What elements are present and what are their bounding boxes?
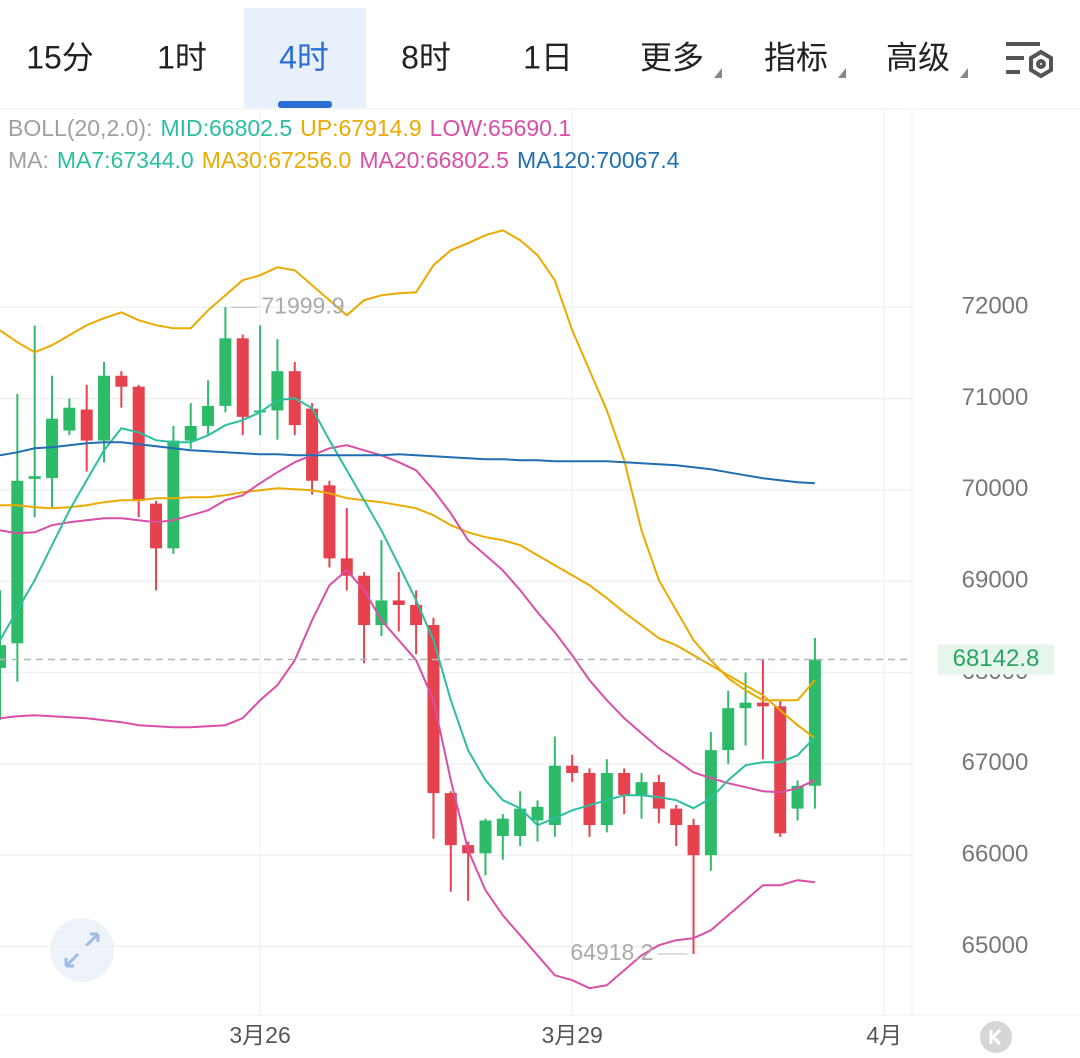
candle-body [427, 625, 440, 794]
candle-body [46, 418, 59, 479]
low-marker-label: 64918.2 [570, 939, 653, 965]
tab[interactable]: 4时 [279, 39, 329, 75]
candle-body [566, 765, 579, 773]
candle-body [774, 706, 787, 834]
y-tick-label: 67000 [962, 749, 1029, 776]
candle-body [340, 558, 353, 576]
y-tick-label: 69000 [962, 567, 1029, 594]
tab[interactable]: 15分 [26, 39, 94, 75]
dropdown-caret [838, 68, 846, 78]
candle-body [808, 659, 821, 786]
candle-body [115, 375, 128, 387]
candle-body [306, 408, 319, 481]
candle-body [444, 793, 457, 846]
indicator-line [0, 568, 816, 990]
indicator-value: LOW:65690.1 [430, 115, 572, 141]
candle-body [63, 407, 76, 431]
candle-body [0, 645, 6, 668]
expand-button[interactable] [50, 918, 114, 982]
indicator-line [0, 441, 815, 485]
candle-body [548, 765, 561, 826]
tab[interactable]: 高级 [886, 39, 950, 75]
y-tick-label: 71000 [962, 384, 1029, 411]
candle-body [11, 480, 24, 644]
x-tick-label: 4月 [866, 1022, 902, 1048]
indicator-line [0, 487, 816, 739]
candle-body [687, 825, 700, 856]
candle-body [236, 338, 249, 417]
candle-body [479, 820, 492, 854]
x-tick-label: 3月26 [229, 1022, 290, 1048]
tab[interactable]: 1日 [523, 39, 573, 75]
indicator-value: MA120:70067.4 [517, 147, 680, 173]
candle-body [756, 702, 769, 707]
candle-body [167, 440, 180, 549]
last-price-box [938, 644, 1054, 675]
indicator-row: MA: MA7:67344.0 MA30:67256.0 MA20:66802.5 MA… [8, 147, 680, 173]
indicator-line [0, 397, 816, 827]
indicator-line [0, 229, 816, 702]
candle-body [618, 772, 631, 795]
candle-body [98, 375, 111, 441]
indicator-value: MA: [8, 147, 49, 173]
indicator-value: MA7:67344.0 [57, 147, 194, 173]
candle-body [739, 702, 752, 709]
indicator-value: BOLL(20,2.0): [8, 115, 152, 141]
tab-bar: 15分 1时 4时 8时 1日 更多 指标 高级 [26, 8, 968, 108]
indicator-value: MID:66802.5 [160, 115, 292, 141]
active-tab-indicator [278, 101, 332, 108]
dropdown-caret [714, 68, 722, 78]
candle-body [28, 476, 41, 479]
candle-body [670, 808, 683, 826]
indicator-line [0, 444, 816, 794]
indicator-value: MA20:66802.5 [359, 147, 509, 173]
candle-body [358, 575, 371, 626]
axes: 6500066000670006800069000700007100072000… [229, 292, 1054, 1048]
candle-body [496, 818, 509, 837]
candle-body [202, 405, 215, 426]
candle-body [635, 782, 648, 795]
candle-body [704, 750, 717, 856]
dropdown-caret [960, 68, 968, 78]
candle-body [271, 371, 284, 411]
candle-body [652, 782, 665, 809]
tab[interactable]: 1时 [157, 39, 207, 75]
candle-body [600, 772, 613, 826]
settings-icon[interactable] [1006, 42, 1053, 79]
candle-body [375, 600, 388, 626]
tab[interactable]: 更多 [640, 39, 704, 75]
candle-body [531, 806, 544, 821]
tab[interactable]: 8时 [401, 39, 451, 75]
scroll-latest-button[interactable] [980, 1021, 1012, 1053]
candle-body [150, 503, 163, 549]
candle-body [514, 808, 527, 837]
high-marker-label: 71999.9 [261, 292, 344, 318]
candle-body [219, 338, 232, 406]
y-tick-label: 66000 [962, 841, 1029, 868]
candle-body [722, 708, 735, 751]
candle-body [791, 785, 804, 809]
last-price-label: 68142.8 [953, 645, 1040, 672]
indicator-value: UP:67914.9 [300, 115, 421, 141]
candle-body [410, 604, 423, 626]
y-tick-label: 65000 [962, 932, 1029, 959]
plot [0, 110, 912, 1015]
indicator-value: MA30:67256.0 [202, 147, 352, 173]
candle-body [392, 600, 405, 605]
candle-body [323, 485, 336, 559]
y-tick-label: 70000 [962, 475, 1029, 502]
tab[interactable]: 指标 [764, 39, 828, 75]
active-tab-bg [244, 8, 366, 108]
indicator-row: BOLL(20,2.0): MID:66802.5 UP:67914.9 LOW:65… [8, 115, 571, 141]
candle-body [583, 772, 596, 826]
y-tick-label: 72000 [962, 293, 1029, 320]
x-tick-label: 3月29 [541, 1022, 602, 1048]
candle-body [184, 425, 197, 441]
candle-body [80, 409, 93, 441]
